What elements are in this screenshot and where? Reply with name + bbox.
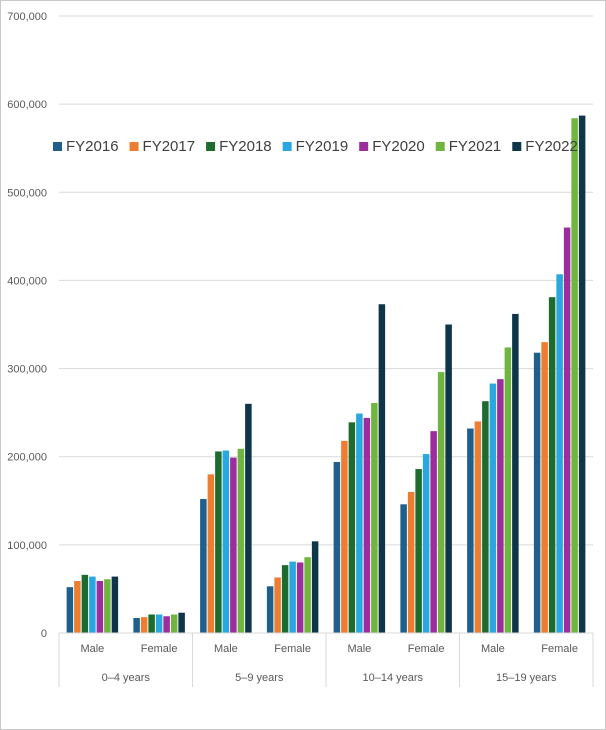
bar-fy2019-1 xyxy=(155,614,163,633)
bar-fy2019-7 xyxy=(556,274,563,633)
y-tick-label: 600,000 xyxy=(7,99,47,111)
category-label: Male xyxy=(80,643,104,655)
bar-fy2019-3 xyxy=(289,561,296,633)
x-axis: Male Female Male Female Male Female Male Female… xyxy=(58,632,594,687)
y-tick-label: 500,000 xyxy=(7,187,47,199)
bar-fy2017-6 xyxy=(474,421,482,633)
legend-swatch-fy2017 xyxy=(129,142,139,151)
legend-label: FY2022 xyxy=(525,138,578,155)
category-label: Female xyxy=(141,643,178,655)
y-tick-label: 400,000 xyxy=(7,275,47,287)
bar-fy2017-4 xyxy=(341,440,348,633)
y-axis-ticks: 0 100,000 200,000 300,000 400,000 500,000 600,… xyxy=(7,11,47,640)
y-tick-label: 200,000 xyxy=(7,452,47,464)
legend-swatch-fy2021 xyxy=(435,142,445,151)
bar-fy2018-2 xyxy=(215,451,222,633)
legend-label: FY2021 xyxy=(449,138,502,155)
bar-fy2016-6 xyxy=(467,428,474,633)
bar-fy2017-1 xyxy=(140,617,148,633)
bar-fy2022-5 xyxy=(445,324,452,633)
legend-label: FY2016 xyxy=(66,138,119,155)
group-label: 15–19 years xyxy=(496,672,557,684)
bar-fy2020-3 xyxy=(296,562,304,633)
bar-fy2020-7 xyxy=(563,227,571,634)
legend-swatch-fy2019 xyxy=(282,142,292,151)
group-label: 5–9 years xyxy=(235,672,284,684)
bar-fy2017-3 xyxy=(274,577,281,633)
legend-label: FY2019 xyxy=(296,138,349,155)
legend-swatch-fy2020 xyxy=(359,142,369,151)
group-label: 10–14 years xyxy=(362,672,423,684)
legend-label: FY2018 xyxy=(219,138,272,155)
y-tick-label: 300,000 xyxy=(7,364,47,376)
bar-fy2022-3 xyxy=(311,541,319,633)
legend-label: FY2020 xyxy=(372,138,425,155)
bar-fy2020-1 xyxy=(163,616,170,633)
bar-fy2016-7 xyxy=(533,352,541,633)
category-label: Male xyxy=(214,643,238,655)
bar-fy2021-0 xyxy=(104,579,111,633)
bar-fy2021-3 xyxy=(304,557,311,633)
bar-fy2020-0 xyxy=(96,580,104,633)
gridlines xyxy=(59,15,593,546)
bar-fy2021-6 xyxy=(504,347,512,633)
bar-fy2022-7 xyxy=(578,115,586,633)
bar-fy2022-2 xyxy=(245,403,252,633)
bar-fy2016-3 xyxy=(266,586,274,633)
bar-fy2022-1 xyxy=(178,612,185,633)
bar-fy2020-6 xyxy=(497,379,504,633)
bar-fy2018-0 xyxy=(81,574,89,633)
bar-fy2016-4 xyxy=(333,462,341,633)
bar-fy2016-0 xyxy=(66,587,74,633)
bar-fy2022-4 xyxy=(378,304,386,633)
bar-fy2018-3 xyxy=(281,565,289,633)
category-label: Male xyxy=(481,643,505,655)
bar-fy2018-6 xyxy=(482,401,489,633)
bar-fy2022-0 xyxy=(111,576,119,633)
y-tick-label: 100,000 xyxy=(7,540,47,552)
bar-fy2019-0 xyxy=(89,576,96,633)
legend-swatch-fy2018 xyxy=(206,142,216,151)
legend-label: FY2017 xyxy=(143,138,196,155)
bar-fy2017-0 xyxy=(74,580,81,633)
category-label: Male xyxy=(347,643,371,655)
bar-fy2021-5 xyxy=(437,372,445,633)
y-tick-label: 700,000 xyxy=(7,11,47,23)
bar-fy2021-1 xyxy=(170,614,178,633)
bar-fy2020-5 xyxy=(430,431,437,633)
bar-fy2019-5 xyxy=(422,454,430,633)
bar-fy2020-4 xyxy=(363,417,371,633)
bar-fy2021-2 xyxy=(237,448,245,633)
legend-swatch-fy2022 xyxy=(512,142,522,151)
category-label: Female xyxy=(541,643,578,655)
bar-fy2016-2 xyxy=(200,499,207,633)
group-label: 0–4 years xyxy=(102,672,151,684)
bar-fy2018-5 xyxy=(415,469,422,633)
bar-fy2018-4 xyxy=(348,422,356,633)
bar-fy2019-2 xyxy=(222,450,230,633)
bars xyxy=(66,115,586,634)
category-label: Female xyxy=(408,643,445,655)
bar-fy2018-7 xyxy=(548,297,556,633)
bar-fy2019-6 xyxy=(489,383,497,633)
bar-fy2017-7 xyxy=(541,342,548,633)
bar-fy2017-5 xyxy=(407,491,415,633)
bar-fy2018-1 xyxy=(148,614,155,633)
legend-swatch-fy2016 xyxy=(53,142,62,151)
legend: FY2016 FY2017 FY2018 FY2019 FY2020 FY2021 FY20… xyxy=(53,138,578,155)
bar-fy2017-2 xyxy=(207,474,215,633)
bar-fy2016-1 xyxy=(133,618,140,633)
bar-fy2020-2 xyxy=(230,457,237,633)
bar-fy2022-6 xyxy=(512,313,519,633)
bar-fy2021-7 xyxy=(571,118,578,633)
category-label: Female xyxy=(274,643,311,655)
y-tick-label: 0 xyxy=(41,628,47,640)
bar-fy2016-5 xyxy=(400,504,407,633)
bar-fy2019-4 xyxy=(356,413,363,633)
bar-fy2021-4 xyxy=(371,402,378,633)
